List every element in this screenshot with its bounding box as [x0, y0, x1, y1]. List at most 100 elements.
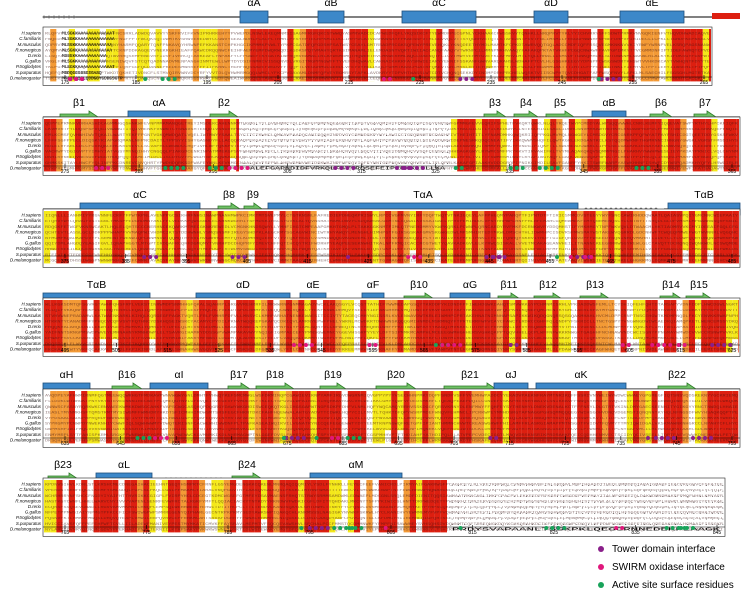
- gap-dot: .: [562, 482, 565, 488]
- conservation-column: [230, 119, 237, 172]
- gap-dot: .: [599, 488, 602, 494]
- gap-dot: .: [435, 143, 438, 149]
- conservation-column: [298, 300, 305, 353]
- gap-dot: .: [668, 488, 671, 494]
- conservation-column: [279, 480, 286, 533]
- conservation-column: [447, 391, 454, 444]
- conservation-column: [335, 480, 342, 533]
- gap-dot: .: [537, 510, 540, 516]
- interface-dot: [207, 166, 212, 170]
- conservation-column: [560, 29, 567, 82]
- conservation-column: [671, 29, 678, 82]
- interface-dot: [166, 77, 171, 81]
- conservation-column: [62, 29, 69, 82]
- gap-dot: .: [267, 132, 270, 138]
- conservation-column: [571, 211, 578, 264]
- tick-label: 305: [283, 169, 292, 175]
- ss-label: β21: [461, 369, 479, 381]
- conservation-column: [372, 211, 379, 264]
- conservation-column: [614, 391, 621, 444]
- species-name: R.norvegicus: [15, 318, 41, 323]
- conservation-column: [633, 211, 640, 264]
- conservation-column: [546, 300, 553, 353]
- interface-dot: [514, 343, 519, 347]
- conservation-gap: [143, 68, 150, 82]
- conservation-column: [106, 29, 113, 82]
- conservation-column: [688, 391, 695, 444]
- gap-dot: .: [655, 516, 658, 522]
- conservation-gap: [99, 430, 106, 444]
- tick-label: 705: [450, 441, 459, 447]
- sequence-row: LFFFSGFPPECLDIQSKYRIAPGRQMANLNFPNCDAITLT…: [45, 139, 739, 143]
- gap-dot: .: [562, 499, 565, 505]
- interface-dot: [488, 436, 493, 440]
- gap-dot: .: [606, 493, 609, 499]
- interface-dot: [359, 526, 364, 530]
- conservation-column: [577, 391, 584, 444]
- gap-dot: .: [705, 521, 708, 527]
- conservation-column: [261, 480, 268, 533]
- conservation-column: [211, 300, 218, 353]
- sequence-row: QDPRVNYGYADHVVRMFMSETQNYHARMPQQARYTQNFPN…: [45, 44, 711, 48]
- conservation-gap: [397, 430, 404, 444]
- conservation-column: [552, 300, 559, 353]
- gap-dot: .: [612, 482, 615, 488]
- conservation-column: [471, 391, 478, 444]
- tick-label: 675: [283, 441, 292, 447]
- gap-dot: .: [531, 488, 534, 494]
- conservation-column: [608, 300, 615, 353]
- conservation-column: [732, 300, 739, 353]
- conservation-column: [174, 211, 181, 264]
- tick-label: 815: [468, 530, 477, 536]
- gap-dot: .: [612, 493, 615, 499]
- conservation-column: [676, 391, 683, 444]
- conservation-column: [485, 29, 492, 82]
- gap-dot: .: [311, 132, 314, 138]
- conservation-column: [106, 480, 113, 533]
- species-name: C.familiaris: [19, 307, 42, 312]
- gap-dot: .: [637, 499, 640, 505]
- disordered-dot: [42, 15, 46, 19]
- interface-dot: [420, 166, 425, 170]
- conservation-column: [50, 391, 57, 444]
- gap-dot: .: [385, 149, 388, 155]
- tick-label: 515: [163, 348, 172, 354]
- conservation-column: [261, 300, 268, 353]
- gap-dot: .: [410, 127, 413, 133]
- conservation-gap: [205, 68, 212, 82]
- conservation-column: [56, 29, 63, 82]
- gap-dot: .: [342, 138, 345, 144]
- conservation-column: [500, 119, 507, 172]
- conservation-column: [540, 300, 547, 353]
- interface-dot: [351, 436, 356, 440]
- interface-dot: [406, 166, 411, 170]
- gap-dot: .: [568, 493, 571, 499]
- tick-label: 735: [617, 441, 626, 447]
- conservation-column: [360, 211, 367, 264]
- conservation-column: [540, 391, 547, 444]
- conservation-column: [254, 300, 261, 353]
- sequence-row: HVICCIAVSFQFFPEFEHPWFTCVLLIILADEWFMANIVE…: [45, 523, 724, 527]
- gap-dot: .: [354, 149, 357, 155]
- conservation-column: [186, 29, 193, 82]
- species-name: H.sapiens: [21, 121, 41, 126]
- gap-dot: .: [292, 132, 295, 138]
- gap-dot: .: [267, 160, 270, 166]
- sequence-row: QQIYDMLAHGDQYEAGIFGVLIQNAPHGGTLMTGPTIRDQ…: [45, 243, 739, 247]
- gap-dot: .: [441, 160, 444, 166]
- gap-dot: .: [494, 482, 497, 488]
- conservation-column: [155, 29, 162, 82]
- gap-dot: .: [385, 143, 388, 149]
- alignment-block: αH β16 αI β17 β18 β19 β20 β21 αJ αK β22H.sapiensC.…: [10, 369, 741, 448]
- gap-dot: .: [292, 155, 295, 161]
- interface-dot: [303, 343, 308, 347]
- gap-dot: .: [469, 510, 472, 516]
- conservation-column: [250, 29, 257, 82]
- interface-dot: [414, 166, 419, 170]
- interface-dot: [626, 343, 631, 347]
- conservation-column: [453, 300, 460, 353]
- gap-dot: .: [482, 493, 485, 499]
- interface-dot: [345, 436, 350, 440]
- gap-dot: .: [643, 504, 646, 510]
- conservation-column: [180, 211, 187, 264]
